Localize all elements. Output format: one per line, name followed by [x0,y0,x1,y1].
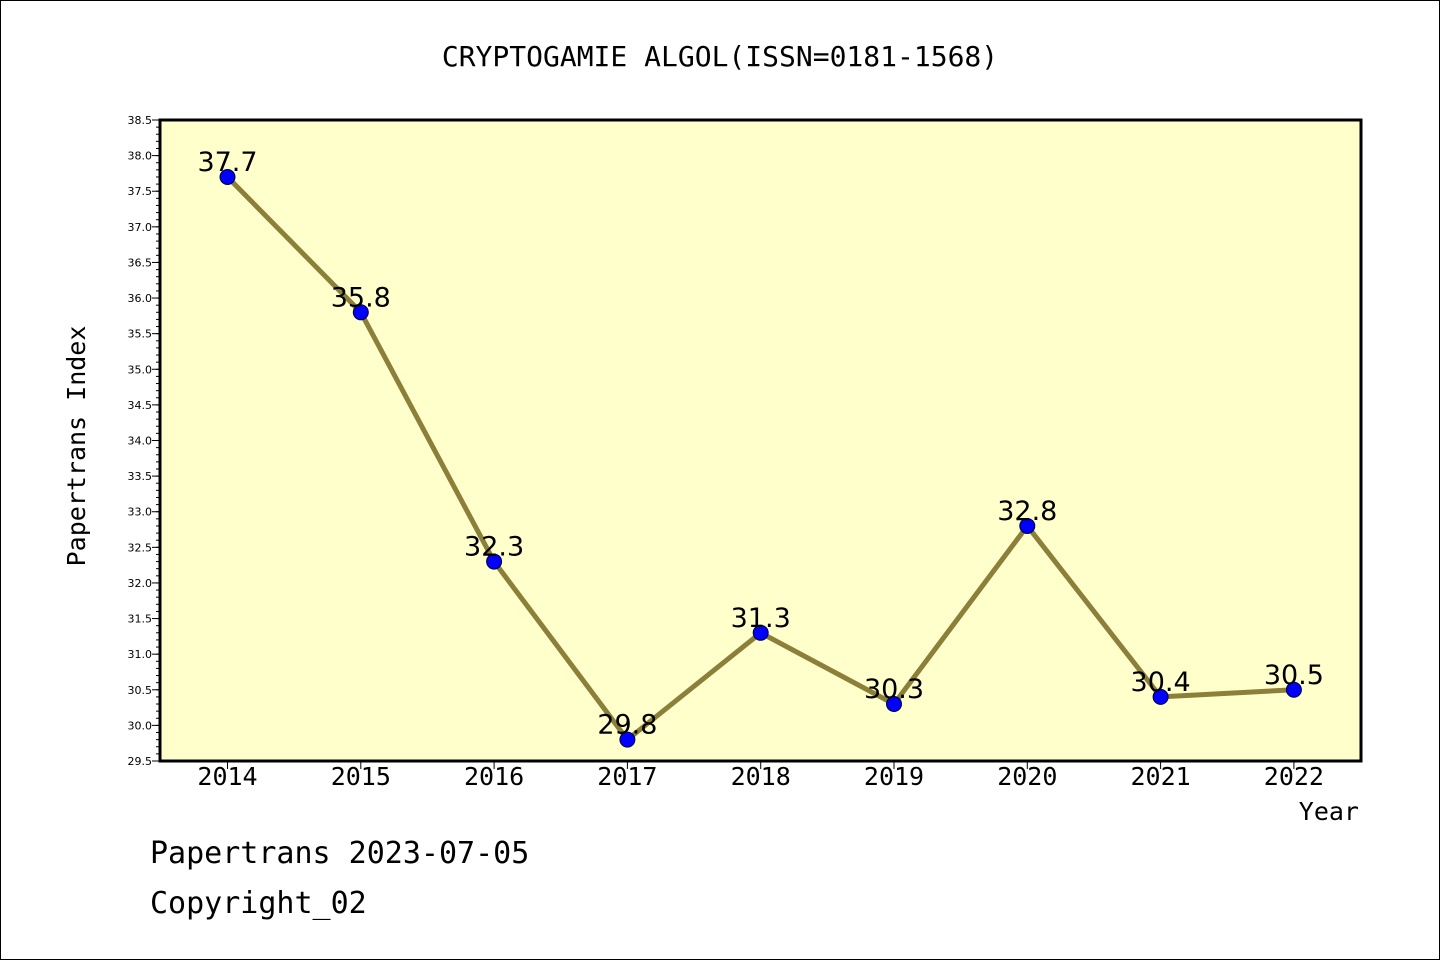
y-tick-label: 34.5 [128,399,153,412]
data-point [1152,688,1169,705]
y-tick-label: 33.5 [128,470,153,483]
y-tick-label: 32.0 [128,577,153,590]
data-label: 30.5 [1264,660,1324,691]
chart-title: CRYPTOGAMIE ALGOL(ISSN=0181-1568) [442,40,998,73]
y-tick-label: 37.0 [128,221,153,234]
x-tick-label: 2014 [197,762,257,791]
y-tick-label: 29.5 [128,755,153,768]
data-label: 30.4 [1131,667,1191,698]
x-tick-label: 2022 [1264,762,1324,791]
data-point [752,624,769,641]
data-label: 37.7 [197,147,257,178]
y-tick-label: 31.5 [128,613,153,626]
x-tick-label: 2019 [864,762,924,791]
y-tick-label: 31.0 [128,648,153,661]
x-tick-label: 2021 [1130,762,1190,791]
y-tick-label: 37.5 [128,185,153,198]
x-tick-label: 2018 [731,762,791,791]
plot-area [160,120,1361,761]
data-label: 31.3 [731,603,791,634]
x-tick-label: 2017 [597,762,657,791]
data-labels: 37.7 35.8 32.3 29.8 31.3 30.3 32.8 30.4 30.5 [197,147,1324,741]
data-point [1285,681,1302,698]
y-tick-label: 34.0 [128,435,153,448]
y-axis-label: Papertrans Index [62,326,91,567]
data-label: 32.8 [997,496,1057,527]
x-tick-label: 2016 [464,762,524,791]
data-label: 35.8 [331,282,391,313]
y-tick-label: 30.0 [128,719,153,732]
x-axis: 2014 2015 2016 2017 2018 2019 2020 2021 2022 [197,761,1324,791]
data-point [886,696,902,713]
footer-date: Papertrans 2023-07-05 [150,836,530,871]
data-markers [219,168,1302,748]
y-tick-label: 36.5 [128,256,153,269]
y-tick-label: 38.0 [128,150,153,163]
data-label: 32.3 [464,532,524,563]
y-axis: 29.5 30.0 30.5 31.0 31.5 32.0 32.5 33.0 33.5 34.0… [128,114,160,768]
y-tick-label: 33.0 [128,506,153,519]
x-tick-label: 2020 [997,762,1057,791]
data-label: 30.3 [864,674,924,705]
y-tick-label: 35.0 [128,363,153,376]
y-tick-label: 30.5 [128,684,153,697]
plot-border [158,118,1363,763]
x-tick-label: 2015 [331,762,391,791]
footer-copyright: Copyright_02 [150,886,367,921]
y-tick-label: 35.5 [128,328,153,341]
y-tick-label: 32.5 [128,541,153,554]
y-tick-label: 36.0 [128,292,153,305]
data-point [352,304,369,321]
data-point [486,553,503,570]
data-point [1019,517,1036,534]
y-tick-label: 38.5 [128,114,153,127]
data-label: 29.8 [597,710,657,741]
data-point [619,731,636,748]
data-point [219,168,236,185]
x-axis-label: Year [1299,797,1359,826]
